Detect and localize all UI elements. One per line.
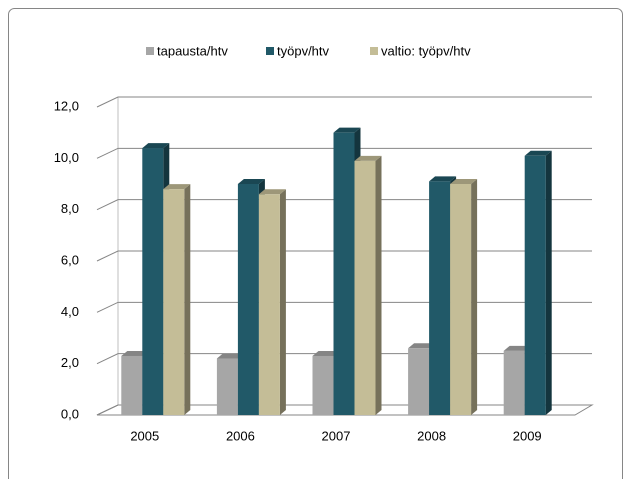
y-tick-label: 0,0 xyxy=(61,406,79,421)
bar xyxy=(429,181,451,415)
bar-side xyxy=(375,155,382,415)
y-tick-label: 6,0 xyxy=(61,252,79,267)
bar-top xyxy=(142,143,170,149)
legend-label: työpv/htv xyxy=(277,43,330,58)
bar-top xyxy=(354,155,382,161)
bar-top xyxy=(333,127,361,133)
bar-top xyxy=(258,189,286,195)
x-tick-label: 2007 xyxy=(322,428,351,443)
x-tick-label: 2006 xyxy=(226,428,255,443)
bar-top xyxy=(429,176,457,182)
bar-top xyxy=(450,179,478,184)
bar-side xyxy=(545,150,552,415)
bar-top xyxy=(237,179,265,184)
y-tick-label: 8,0 xyxy=(61,201,79,216)
bar xyxy=(312,355,334,415)
bar-side xyxy=(184,184,191,415)
bar xyxy=(121,355,143,415)
bar-top xyxy=(503,345,531,351)
bar-top xyxy=(312,350,340,356)
grid-line xyxy=(96,96,592,108)
y-tick-label: 4,0 xyxy=(61,304,79,319)
bar xyxy=(354,160,376,415)
bar xyxy=(142,148,164,416)
x-tick-label: 2005 xyxy=(130,428,159,443)
legend-swatch xyxy=(266,47,274,55)
x-tick-label: 2009 xyxy=(513,428,542,443)
bar xyxy=(450,184,472,415)
bar xyxy=(258,194,280,415)
bar-top xyxy=(163,184,191,190)
bar-top xyxy=(216,353,244,359)
bar xyxy=(163,189,185,415)
legend-label: tapausta/htv xyxy=(157,43,228,58)
plot: 0,0 2,0 4,0 6,0 8,0 10,0 12,0 2005 2006 2007 2008 2… xyxy=(54,43,594,443)
bar-top xyxy=(121,350,149,356)
bar-top xyxy=(408,343,436,349)
x-tick-label: 2008 xyxy=(417,428,446,443)
bar-side xyxy=(471,179,478,415)
bar xyxy=(503,350,525,415)
bar-side xyxy=(279,189,286,415)
bar xyxy=(408,348,430,415)
legend-label: valtio: työpv/htv xyxy=(381,43,471,58)
bar xyxy=(333,132,355,415)
bar xyxy=(237,184,259,415)
bar xyxy=(216,358,238,415)
y-tick-label: 2,0 xyxy=(61,355,79,370)
grid-line xyxy=(96,147,592,159)
y-tick-label: 12,0 xyxy=(54,98,79,113)
legend-swatch xyxy=(146,47,154,55)
bar-top xyxy=(524,150,552,156)
y-tick-label: 10,0 xyxy=(54,150,79,165)
bar xyxy=(524,155,546,415)
legend-swatch xyxy=(370,47,378,55)
